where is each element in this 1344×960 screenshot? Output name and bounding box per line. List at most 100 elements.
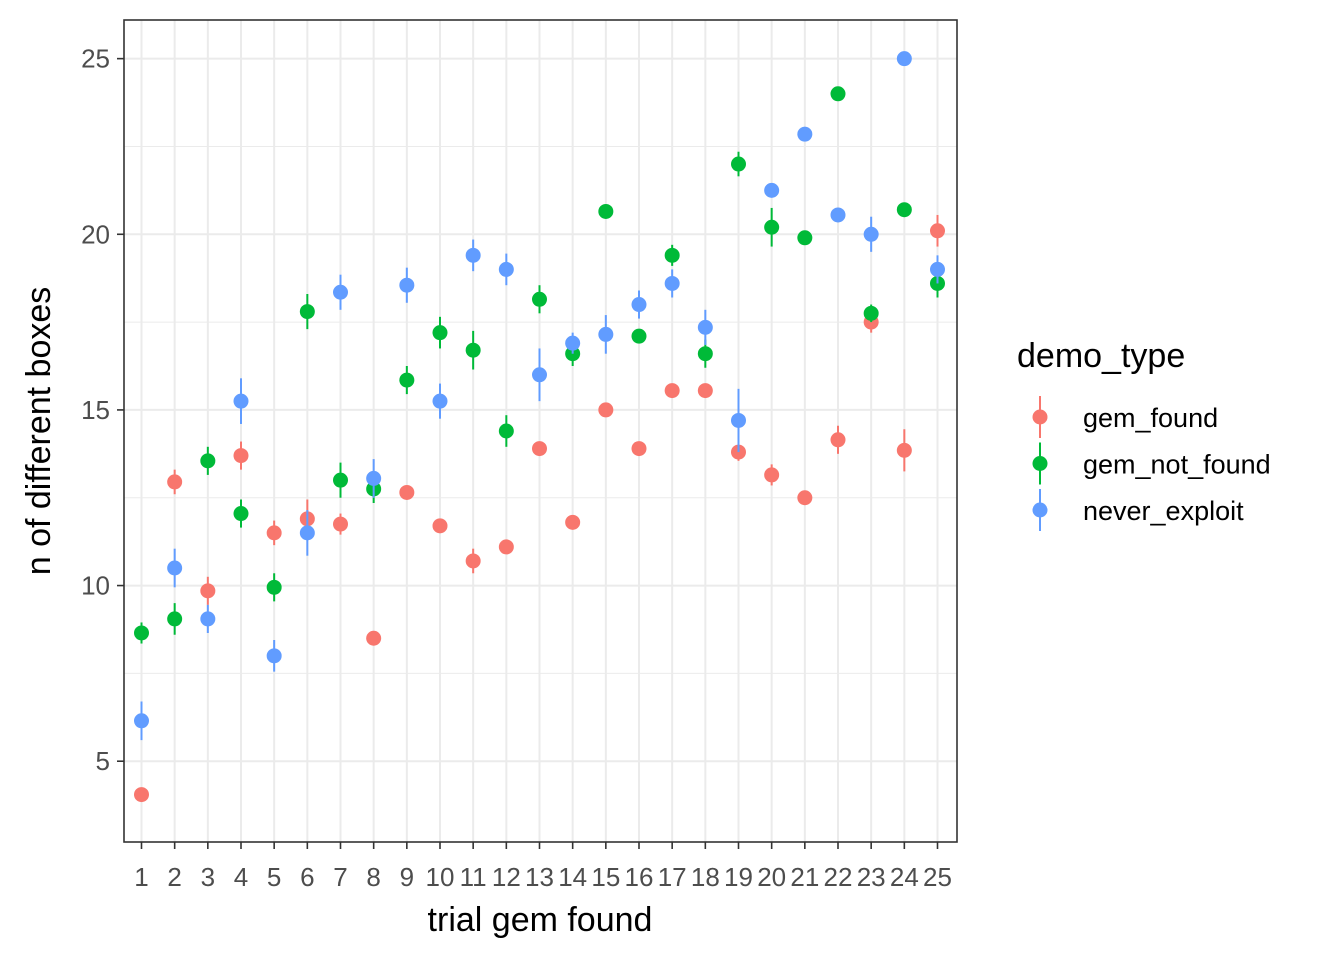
data-point [598, 326, 614, 342]
data-point [664, 383, 680, 399]
data-point [432, 518, 448, 534]
x-tick-label: 12 [492, 862, 521, 892]
data-point [797, 490, 813, 506]
legend-title: demo_type [1017, 337, 1185, 375]
legend-key-point [1032, 456, 1048, 471]
x-tick-label: 18 [691, 862, 720, 892]
data-point [532, 291, 547, 307]
data-point [366, 630, 382, 646]
data-point [498, 261, 514, 277]
y-axis-title: n of different boxes [20, 287, 58, 576]
data-point [697, 319, 713, 335]
data-point [498, 423, 514, 439]
data-point [830, 86, 846, 102]
data-point [697, 383, 713, 399]
y-tick-label: 15 [81, 395, 110, 425]
data-point [930, 261, 945, 277]
data-point [863, 226, 879, 242]
data-point [498, 539, 514, 555]
legend-key-point [1032, 502, 1048, 518]
data-point [134, 713, 149, 729]
y-tick-label: 25 [81, 44, 110, 74]
x-tick-label: 23 [857, 862, 886, 892]
data-point [764, 219, 780, 235]
x-tick-label: 11 [460, 862, 487, 892]
legend-item-gem_found: gem_found [1032, 396, 1218, 438]
data-point [333, 472, 348, 488]
x-tick-label: 16 [625, 862, 654, 892]
series-gem_found [134, 214, 945, 803]
data-point [697, 346, 713, 362]
data-point [532, 441, 547, 457]
x-tick-label: 2 [167, 862, 181, 892]
x-tick-label: 22 [824, 862, 853, 892]
plot-border [123, 19, 958, 843]
data-point [233, 448, 249, 464]
y-axis: 5 10 15 20 25 [81, 44, 124, 776]
data-point [764, 467, 780, 483]
x-tick-label: 21 [790, 862, 819, 892]
data-point [830, 207, 846, 223]
data-point [266, 648, 282, 664]
data-point [167, 560, 183, 576]
data-point [565, 335, 581, 351]
data-point [764, 182, 780, 198]
data-point [134, 625, 149, 641]
data-point [134, 787, 149, 803]
data-point [598, 402, 614, 418]
data-point [797, 230, 813, 246]
x-tick-label: 6 [300, 862, 314, 892]
legend-item-never_exploit: never_exploit [1032, 489, 1244, 531]
x-tick-label: 5 [267, 862, 281, 892]
data-point [731, 412, 746, 428]
data-point [631, 297, 647, 313]
data-point [930, 223, 945, 239]
data-point [299, 525, 315, 541]
x-tick-label: 17 [658, 862, 687, 892]
data-point [366, 470, 382, 486]
data-point [830, 432, 846, 448]
x-axis-title: trial gem found [428, 901, 653, 939]
data-point [233, 506, 249, 522]
data-point [863, 305, 879, 321]
legend-item-gem_not_found: gem_not_found [1032, 442, 1271, 485]
data-point [896, 51, 912, 67]
data-point [896, 442, 912, 458]
x-tick-label: 7 [333, 862, 347, 892]
x-axis: 1 2 3 4 5 6 7 8 9 10 11 12 13 14 15 16 17 18 19 20 21 22 23 24 2… [134, 842, 952, 892]
legend-label: gem_not_found [1083, 450, 1271, 480]
data-point [532, 367, 547, 383]
x-tick-label: 10 [426, 862, 455, 892]
y-tick-label: 20 [81, 219, 110, 249]
x-tick-label: 1 [134, 862, 148, 892]
data-point [167, 474, 183, 490]
x-tick-label: 9 [400, 862, 414, 892]
data-point [399, 277, 415, 293]
data-point [598, 203, 614, 219]
x-tick-label: 13 [525, 862, 554, 892]
legend-key-point [1032, 409, 1048, 425]
data-point [233, 393, 249, 409]
data-point [333, 516, 348, 532]
data-point [432, 393, 448, 409]
data-point [333, 284, 348, 300]
legend-label: gem_found [1083, 403, 1218, 433]
data-point [896, 202, 912, 218]
data-point [565, 514, 581, 530]
x-tick-label: 19 [724, 862, 753, 892]
x-tick-label: 14 [558, 862, 587, 892]
data-point [664, 275, 680, 291]
data-point [200, 611, 216, 627]
data-marks [134, 51, 945, 803]
x-tick-label: 8 [366, 862, 380, 892]
legend-label: never_exploit [1083, 496, 1244, 526]
x-tick-label: 25 [923, 862, 952, 892]
data-point [664, 247, 680, 263]
x-tick-label: 3 [201, 862, 215, 892]
data-point [465, 553, 481, 569]
y-tick-label: 5 [96, 746, 110, 776]
data-point [731, 156, 746, 172]
data-point [797, 126, 813, 142]
data-point [399, 372, 415, 388]
